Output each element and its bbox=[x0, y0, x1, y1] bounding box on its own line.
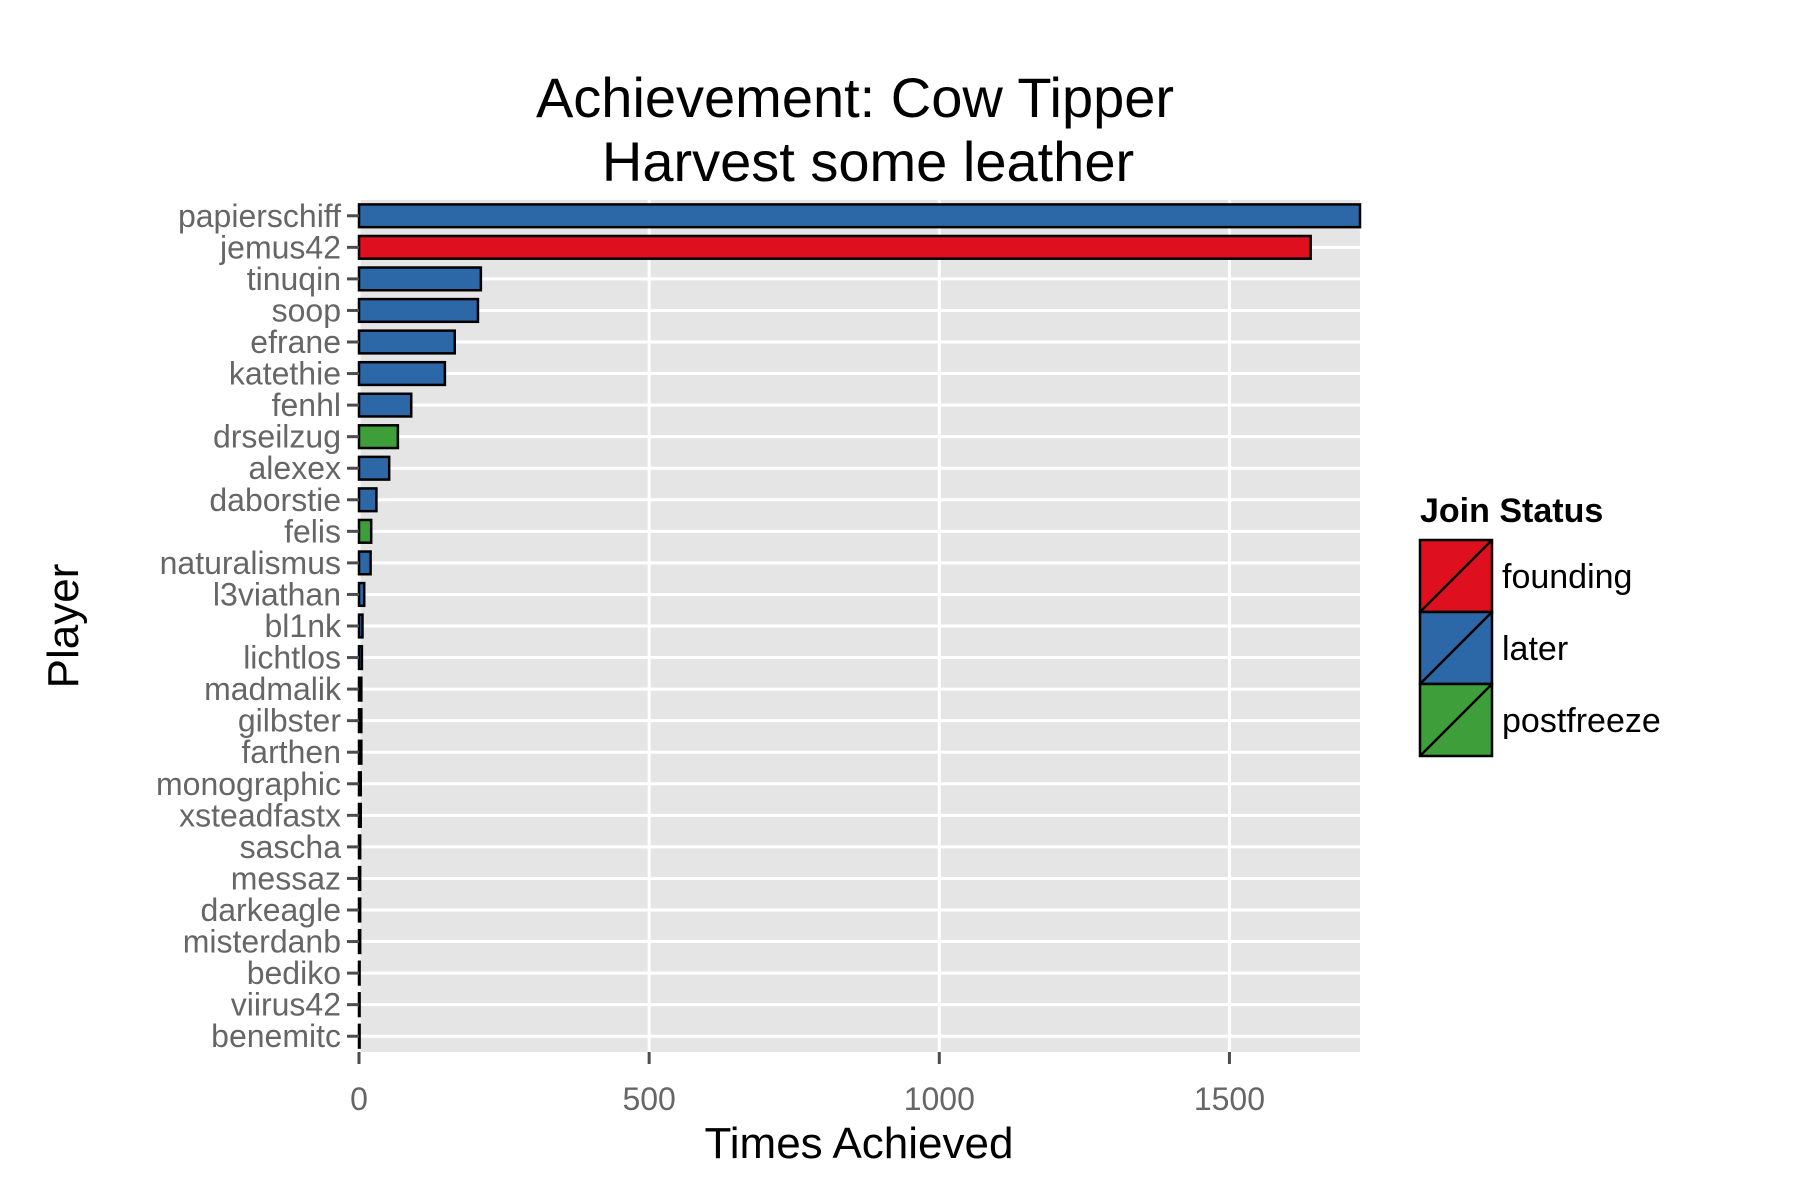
chart-title-line2: Harvest some leather bbox=[602, 130, 1134, 193]
bar-papierschiff bbox=[357, 203, 1362, 229]
bar-lichtlos bbox=[357, 644, 364, 671]
x-tick-label-1500: 1500 bbox=[1194, 1081, 1265, 1117]
legend-label-founding: founding bbox=[1502, 558, 1632, 596]
bar-naturalismus bbox=[357, 550, 372, 576]
bar-benemitc bbox=[357, 1023, 361, 1049]
y-tick-label-soop: soop bbox=[272, 292, 341, 328]
y-tick-label-xsteadfastx: xsteadfastx bbox=[179, 797, 341, 833]
bar-sascha bbox=[357, 834, 362, 860]
x-axis: 0 500 1000 1500 bbox=[350, 1052, 1265, 1117]
bar-farthen bbox=[357, 739, 363, 765]
bar-gilbster bbox=[357, 708, 363, 734]
y-tick-label-alexex: alexex bbox=[249, 450, 342, 486]
y-tick-label-messaz: messaz bbox=[231, 860, 341, 896]
bar-daborstie bbox=[357, 487, 378, 513]
y-tick-label-benemitc: benemitc bbox=[211, 1018, 341, 1054]
legend-key-slash-founding bbox=[1419, 539, 1493, 613]
bar-misterdanb bbox=[357, 928, 362, 955]
y-tick-label-drseilzug: drseilzug bbox=[213, 419, 341, 455]
y-tick-label-papierschiff: papierschiff bbox=[178, 198, 341, 234]
bar-fenhl bbox=[357, 392, 413, 418]
bar-efrane bbox=[357, 329, 456, 355]
x-tick-label-1000: 1000 bbox=[904, 1081, 975, 1117]
bar-jemus42 bbox=[357, 234, 1312, 260]
x-tick-label-0: 0 bbox=[350, 1081, 368, 1117]
y-tick-label-misterdanb: misterdanb bbox=[183, 924, 341, 960]
y-tick-label-fenhl: fenhl bbox=[272, 387, 341, 423]
y-tick-label-jemus42: jemus42 bbox=[219, 229, 341, 265]
bar-viirus42 bbox=[357, 992, 361, 1018]
y-tick-label-lichtlos: lichtlos bbox=[243, 640, 341, 676]
legend: Join Status founding later postfreeze bbox=[1418, 492, 1661, 758]
y-tick-label-felis: felis bbox=[284, 513, 341, 549]
legend-label-later: later bbox=[1502, 630, 1568, 668]
y-tick-label-monographic: monographic bbox=[156, 766, 341, 802]
y-tick-label-katethie: katethie bbox=[229, 356, 341, 392]
bar-bl1nk bbox=[357, 613, 364, 639]
bar-alexex bbox=[357, 455, 391, 481]
y-tick-label-sascha: sascha bbox=[240, 829, 342, 865]
y-tick-label-farthen: farthen bbox=[241, 734, 341, 770]
y-tick-label-madmalik: madmalik bbox=[204, 671, 342, 707]
bar-monographic bbox=[357, 771, 362, 797]
bar-madmalik bbox=[357, 676, 363, 702]
legend-key-slash-later bbox=[1419, 611, 1493, 685]
y-tick-label-viirus42: viirus42 bbox=[231, 987, 341, 1023]
chart-title-line1: Achievement: Cow Tipper bbox=[536, 66, 1174, 129]
bar-darkeagle bbox=[357, 897, 362, 923]
x-axis-title: Times Achieved bbox=[705, 1119, 1014, 1168]
y-tick-label-daborstie: daborstie bbox=[209, 482, 341, 518]
y-tick-label-gilbster: gilbster bbox=[238, 703, 342, 739]
bar-bediko bbox=[357, 960, 361, 986]
bar-soop bbox=[357, 297, 480, 324]
legend-title: Join Status bbox=[1420, 492, 1603, 530]
grid-lines bbox=[357, 200, 1360, 1052]
y-axis: papierschiffjemus42tinuqinsoopefranekate… bbox=[156, 198, 359, 1054]
y-tick-label-tinuqin: tinuqin bbox=[247, 261, 341, 297]
y-tick-label-bl1nk: bl1nk bbox=[265, 608, 343, 644]
bar-felis bbox=[357, 518, 373, 544]
bar-drseilzug bbox=[357, 424, 400, 450]
x-tick-label-500: 500 bbox=[622, 1081, 675, 1117]
bar-l3viathan bbox=[357, 581, 366, 608]
y-tick-label-efrane: efrane bbox=[250, 324, 341, 360]
y-tick-label-bediko: bediko bbox=[247, 955, 341, 991]
y-tick-label-darkeagle: darkeagle bbox=[200, 892, 341, 928]
legend-key-slash-postfreeze bbox=[1419, 683, 1493, 757]
y-tick-label-l3viathan: l3viathan bbox=[213, 576, 341, 612]
bar-xsteadfastx bbox=[357, 802, 362, 828]
legend-label-postfreeze: postfreeze bbox=[1502, 702, 1661, 740]
bar-tinuqin bbox=[357, 266, 483, 292]
bar-messaz bbox=[357, 865, 362, 892]
bar-katethie bbox=[357, 360, 447, 387]
y-axis-title: Player bbox=[39, 564, 88, 689]
y-tick-label-naturalismus: naturalismus bbox=[160, 545, 341, 581]
